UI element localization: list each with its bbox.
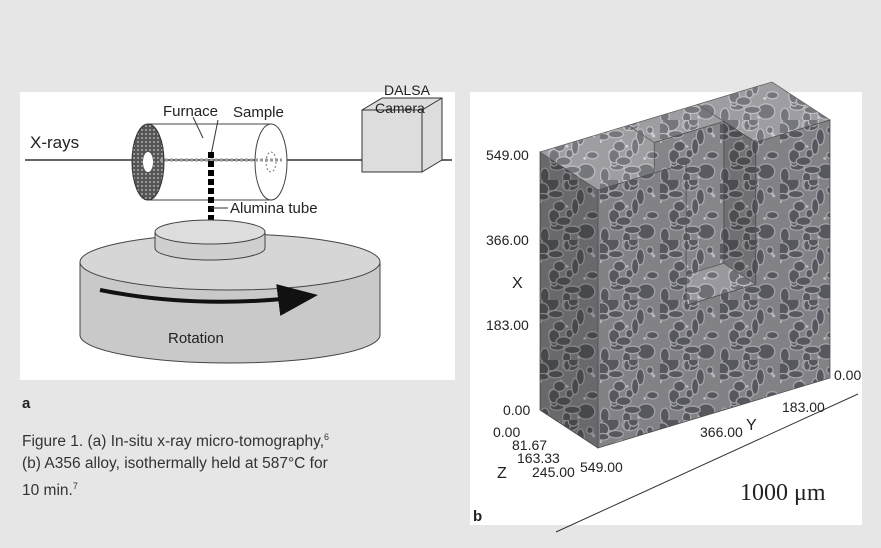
x-tick: 183.00 [486, 317, 529, 333]
x-tick: 366.00 [486, 232, 529, 248]
y-tick: 0.00 [834, 367, 861, 383]
y-tick: 366.00 [700, 424, 743, 440]
z-title: Z [497, 465, 507, 482]
reference: 7 [73, 481, 78, 491]
caption-line: Figure 1. (a) In-situ x-ray micro-tomogr… [22, 426, 329, 453]
figure: X-rays Furnace Sample DALSA Camera Alumi… [0, 0, 881, 548]
cube-shade [540, 152, 598, 448]
y-tick: 183.00 [782, 399, 825, 415]
x-tick: 0.00 [503, 402, 530, 418]
caption-line: 10 min.7 [22, 475, 329, 502]
panel-label: a [22, 395, 30, 412]
caption-text: Figure 1. (a) In-situ x-ray micro-tomogr… [22, 433, 324, 450]
tube-label: Alumina tube [230, 200, 318, 217]
furnace-end [255, 124, 287, 200]
cube-shade [724, 122, 756, 285]
furnace-label: Furnace [163, 103, 218, 120]
x-title: X [512, 275, 523, 292]
camera-label: DALSA [384, 82, 431, 98]
scale-label: 1000 μm [740, 480, 826, 506]
reference: 6 [324, 432, 329, 442]
caption-text: (b) A356 alloy, isothermally held at 587… [22, 455, 328, 472]
rotation-label: Rotation [168, 330, 224, 347]
xrays-label: X-rays [30, 133, 79, 152]
caption: Figure 1. (a) In-situ x-ray micro-tomogr… [22, 426, 329, 502]
sample-label: Sample [233, 104, 284, 121]
caption-text: 10 min. [22, 482, 73, 499]
y-title: Y [746, 417, 757, 434]
z-tick: 245.00 [532, 464, 575, 480]
panel-label: b [473, 508, 482, 525]
camera-label: Camera [375, 100, 425, 116]
x-tick: 549.00 [486, 147, 529, 163]
y-tick: 549.00 [580, 459, 623, 475]
pedestal-top [155, 220, 265, 244]
caption-line: (b) A356 alloy, isothermally held at 587… [22, 453, 329, 475]
furnace-hole [143, 152, 153, 172]
